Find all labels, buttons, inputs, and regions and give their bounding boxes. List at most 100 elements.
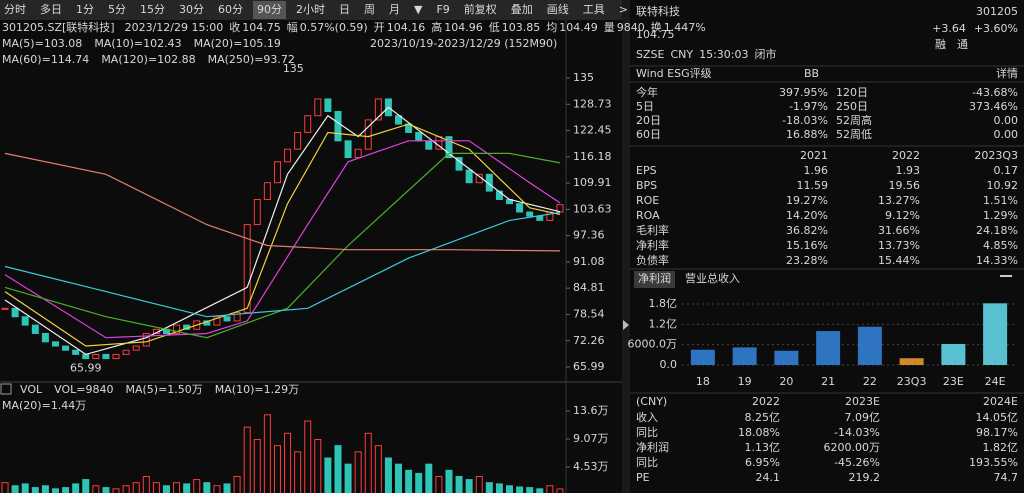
panel-splitter[interactable]	[622, 0, 630, 493]
toolbar-button[interactable]: 多日	[40, 2, 62, 16]
fin-cell: 14.33%	[976, 254, 1018, 267]
vol-legend: VOL	[20, 383, 43, 396]
meta: 闭市	[755, 47, 777, 61]
toolbar-button[interactable]: 日	[339, 3, 350, 16]
toolbar-button[interactable]: 分时	[4, 3, 26, 16]
toolbar-button[interactable]: F9	[436, 3, 449, 16]
forecast-cell: 收入	[636, 410, 658, 424]
badge[interactable]: 融	[935, 38, 946, 51]
quote-label: 开	[374, 21, 385, 34]
volume-bar	[516, 486, 524, 493]
volume-bar	[294, 451, 302, 493]
volume-bar	[142, 475, 150, 493]
toolbar-button[interactable]: 画线	[547, 2, 569, 16]
menu-icon[interactable]	[1000, 275, 1012, 277]
fin-cell: 负债率	[636, 253, 669, 267]
volume-bar	[536, 488, 544, 493]
candle	[485, 173, 493, 192]
volume-bar	[445, 469, 453, 493]
toolbar-button[interactable]: 5分	[108, 3, 126, 16]
forecast-cell: 7.09亿	[845, 411, 881, 424]
fin-cell: 1.93	[896, 164, 921, 177]
forecast-header: 2022	[752, 395, 780, 408]
volume-bar	[31, 487, 39, 493]
volume-bar	[546, 485, 554, 493]
candle	[445, 136, 453, 159]
forecast-cell: 同比	[636, 456, 658, 469]
toolbar-button[interactable]: 工具	[583, 3, 605, 16]
volume-bar	[475, 475, 483, 493]
toolbar-button[interactable]: 90分	[257, 3, 282, 16]
last-price: 104.75	[636, 28, 675, 41]
volume-bar	[41, 485, 49, 493]
ma-legend: MA(20)=105.19	[194, 37, 281, 50]
x-tick-label: 23Q3	[897, 375, 927, 388]
collapse-arrow[interactable]	[623, 320, 629, 330]
bar	[732, 347, 757, 365]
meta: SZSE	[636, 48, 665, 61]
toolbar-button[interactable]: 30分	[179, 3, 204, 16]
forecast-cell: 14.05亿	[976, 411, 1019, 424]
return-cell: 5日	[636, 100, 654, 113]
candle	[21, 316, 29, 326]
volume-bar	[324, 457, 332, 493]
return-cell: -18.03%	[782, 114, 828, 127]
fin-cell: 毛利率	[636, 223, 669, 237]
candle	[62, 345, 70, 351]
volume-bar	[435, 475, 443, 493]
candle	[314, 98, 322, 117]
volume-bar	[354, 451, 362, 493]
toolbar-button[interactable]: 周	[364, 3, 375, 16]
forecast-cell: 193.55%	[969, 456, 1018, 469]
fin-cell: 1.51%	[983, 194, 1018, 207]
esg-link[interactable]: 详情	[996, 66, 1018, 80]
candle	[354, 148, 362, 159]
toolbar-button[interactable]: 1分	[76, 3, 94, 16]
fin-cell: 11.59	[797, 179, 829, 192]
volume-bar	[162, 485, 170, 493]
volume-bar	[415, 472, 423, 493]
volume-bar	[263, 414, 271, 493]
fin-header: 2022	[892, 149, 920, 162]
y-tick-label: 128.73	[573, 97, 612, 110]
x-tick-label: 22	[863, 375, 877, 388]
candle	[253, 198, 261, 226]
quote-value: 104.49	[559, 21, 598, 34]
tab[interactable]: 营业总收入	[685, 271, 740, 285]
candle	[415, 131, 423, 142]
toolbar-button[interactable]: 60分	[218, 3, 243, 16]
toolbar-button[interactable]: 叠加	[511, 3, 533, 16]
candle	[72, 349, 80, 355]
return-cell: 52周高	[836, 113, 872, 127]
bar	[774, 350, 799, 365]
badge[interactable]: 通	[957, 38, 968, 51]
bar	[690, 349, 715, 365]
y-tick-label: 13.6万	[573, 404, 609, 417]
toolbar-button[interactable]: 2小时	[296, 3, 325, 16]
ma-line	[4, 152, 561, 339]
toolbar-button[interactable]: 15分	[140, 3, 165, 16]
toolbar-button[interactable]: 前复权	[464, 2, 497, 16]
toolbar-button[interactable]: ▼	[414, 3, 423, 16]
vol-legend: VOL=9840	[54, 383, 113, 396]
fin-cell: EPS	[636, 164, 657, 177]
return-cell: 0.00	[994, 128, 1019, 141]
esg-rating: BB	[804, 67, 819, 80]
y-tick-label: 109.91	[573, 176, 612, 189]
candle	[41, 332, 49, 343]
tab[interactable]: 净利润	[638, 271, 671, 285]
volume-bar	[425, 463, 433, 493]
toolbar-button[interactable]: 月	[389, 3, 400, 16]
toolbar-selected	[253, 1, 286, 19]
x-tick-label: 21	[821, 375, 835, 388]
toolbar-bg	[0, 0, 622, 20]
candle	[324, 98, 332, 113]
y-tick-label: 9.07万	[573, 432, 609, 445]
fin-cell: BPS	[636, 179, 657, 192]
forecast-cell: 98.17%	[976, 426, 1018, 439]
change: +3.64	[932, 22, 966, 35]
return-cell: 今年	[636, 85, 658, 99]
toolbar-button[interactable]: >	[619, 3, 628, 16]
help-icon[interactable]	[0, 383, 12, 395]
